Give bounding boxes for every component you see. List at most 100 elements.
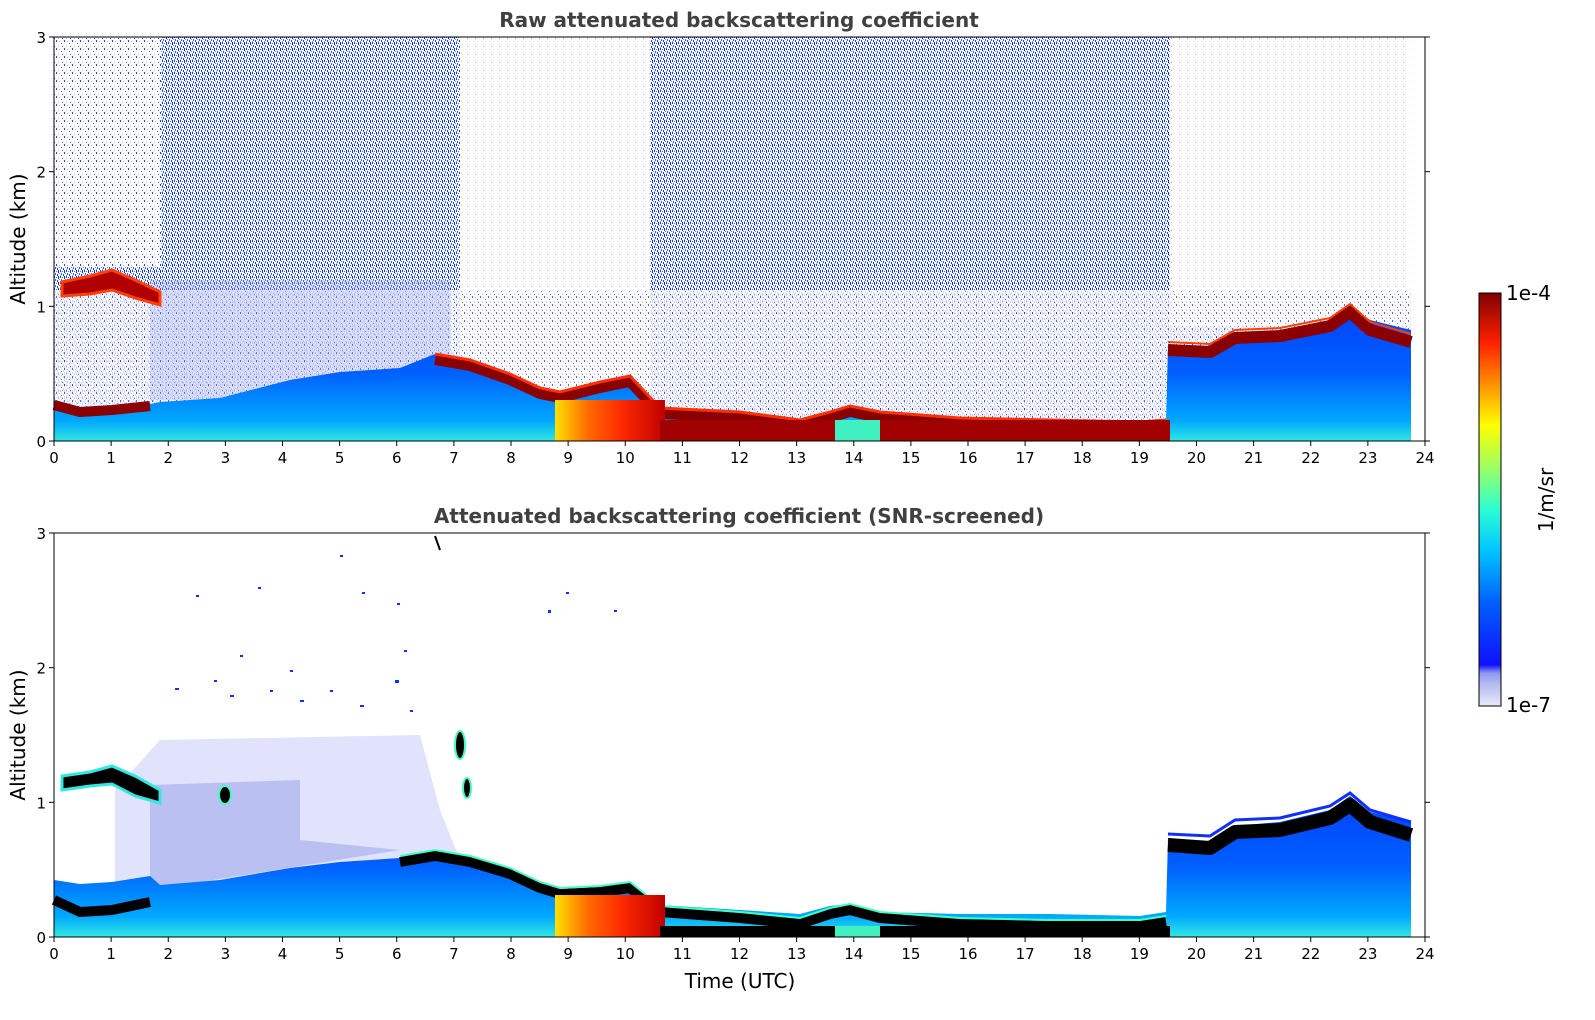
x-tick-label: 10 (616, 945, 635, 963)
top-noise-sparse-left (54, 37, 161, 267)
x-tick-label: 4 (278, 449, 288, 467)
x-tick-label: 11 (673, 449, 692, 467)
bottom-aerosol-layer-edge (399, 848, 1167, 921)
x-tick-label: 16 (958, 945, 977, 963)
bottom-cloud-top-streak (434, 535, 441, 551)
x-tick-label: 19 (1130, 449, 1149, 467)
x-tick-label: 8 (506, 449, 516, 467)
x-tick-label: 17 (1016, 449, 1035, 467)
bottom-boundary-layer (54, 796, 1411, 937)
bottom-x-axis-label: Time (UTC) (684, 969, 796, 993)
bottom-heatmap-field (51, 535, 1414, 937)
top-y-axis-label: Altitude (km) (6, 173, 30, 304)
bottom-panel: Attenuated backscattering coefficient (S… (6, 504, 1435, 993)
bottom-surface-gap (835, 926, 880, 937)
x-tick-label: 9 (563, 945, 573, 963)
x-tick-label: 7 (449, 449, 459, 467)
x-tick-label: 17 (1016, 945, 1035, 963)
x-tick-label: 12 (730, 449, 749, 467)
bottom-cloud-7h (454, 730, 466, 760)
y-tick-label: 1 (36, 298, 46, 316)
top-noise-quiet-evening (1170, 37, 1411, 327)
x-tick-label: 3 (221, 945, 231, 963)
y-tick-label: 2 (36, 164, 46, 182)
colorbar-min-label: 1e-7 (1506, 693, 1551, 717)
x-tick-label: 7 (449, 945, 459, 963)
x-tick-label: 21 (1244, 449, 1263, 467)
x-tick-label: 5 (335, 449, 345, 467)
x-tick-label: 23 (1358, 945, 1377, 963)
bottom-residual-mid (150, 780, 400, 890)
y-tick-label: 1 (36, 794, 46, 812)
x-tick-label: 0 (49, 449, 59, 467)
x-tick-label: 6 (392, 449, 402, 467)
x-tick-label: 2 (163, 945, 173, 963)
x-tick-label: 0 (49, 945, 59, 963)
top-surface-gap (835, 420, 880, 441)
x-tick-label: 13 (787, 945, 806, 963)
x-tick-label: 8 (506, 945, 516, 963)
top-aerosol-layer-edge (434, 352, 1167, 424)
x-tick-label: 2 (163, 449, 173, 467)
x-tick-label: 18 (1073, 449, 1092, 467)
bottom-y-axis: 0 1 2 3 (36, 525, 1430, 947)
x-tick-label: 22 (1301, 449, 1320, 467)
top-boundary-layer (54, 305, 1411, 441)
x-tick-label: 18 (1073, 945, 1092, 963)
x-tick-label: 22 (1301, 945, 1320, 963)
bottom-x-axis: 0 1 2 3 4 5 6 7 8 9 10 11 12 13 14 15 16 17 18 19 20 21 22 23 24 (49, 937, 1435, 963)
x-tick-label: 6 (392, 945, 402, 963)
colorbar-max-label: 1e-4 (1506, 281, 1551, 305)
x-tick-label: 5 (335, 945, 345, 963)
x-tick-label: 16 (958, 449, 977, 467)
y-tick-label: 3 (36, 525, 46, 543)
colorbar: 1e-4 1e-7 1/m/sr (1478, 281, 1558, 717)
bottom-panel-title: Attenuated backscattering coefficient (S… (434, 504, 1044, 528)
x-tick-label: 4 (278, 945, 288, 963)
bottom-evening-cloud-edge (1167, 791, 1412, 838)
colorbar-gradient (1478, 292, 1502, 707)
top-hot-surface-region (555, 400, 665, 441)
x-tick-label: 1 (106, 945, 116, 963)
x-tick-label: 19 (1130, 945, 1149, 963)
y-tick-label: 2 (36, 660, 46, 678)
bottom-evening-cloud (1167, 798, 1414, 855)
top-surface-layer (660, 420, 1170, 441)
bottom-aerosol-layer-top (51, 851, 1167, 931)
top-panel-title: Raw attenuated backscattering coefficien… (499, 8, 979, 32)
x-tick-label: 10 (616, 449, 635, 467)
x-tick-label: 14 (844, 945, 863, 963)
x-tick-label: 23 (1358, 449, 1377, 467)
colorbar-unit-label: 1/m/sr (1534, 467, 1558, 532)
x-tick-label: 9 (563, 449, 573, 467)
x-tick-label: 24 (1415, 945, 1434, 963)
bottom-small-cloud (218, 785, 232, 805)
y-tick-label: 3 (36, 29, 46, 47)
x-tick-label: 21 (1244, 945, 1263, 963)
bottom-cloud-7h-lower (462, 777, 472, 799)
x-tick-label: 1 (106, 449, 116, 467)
bottom-hot-surface-region (555, 895, 665, 937)
top-evening-cloud (1167, 306, 1413, 358)
top-evening-cloud-edge (1167, 302, 1412, 346)
x-tick-label: 24 (1415, 449, 1434, 467)
x-tick-label: 15 (901, 945, 920, 963)
x-tick-label: 14 (844, 449, 863, 467)
top-x-axis: 0 1 2 3 4 5 6 7 8 9 10 11 12 13 14 15 16 17 18 19 20 21 22 23 24 (49, 441, 1435, 467)
x-tick-label: 3 (221, 449, 231, 467)
top-y-axis: 0 1 2 3 (36, 29, 1430, 451)
bottom-surface-layer (660, 926, 1170, 937)
y-tick-label: 0 (36, 929, 46, 947)
x-tick-label: 20 (1187, 449, 1206, 467)
x-tick-label: 12 (730, 945, 749, 963)
x-tick-label: 20 (1187, 945, 1206, 963)
x-tick-label: 13 (787, 449, 806, 467)
y-tick-label: 0 (36, 433, 46, 451)
top-panel: Raw attenuated backscattering coefficien… (6, 8, 1435, 467)
bottom-y-axis-label: Altitude (km) (6, 669, 30, 800)
x-tick-label: 15 (901, 449, 920, 467)
bottom-morning-cloud (60, 764, 162, 805)
bottom-cloud-flecks (175, 555, 617, 712)
top-morning-cloud (60, 268, 162, 307)
